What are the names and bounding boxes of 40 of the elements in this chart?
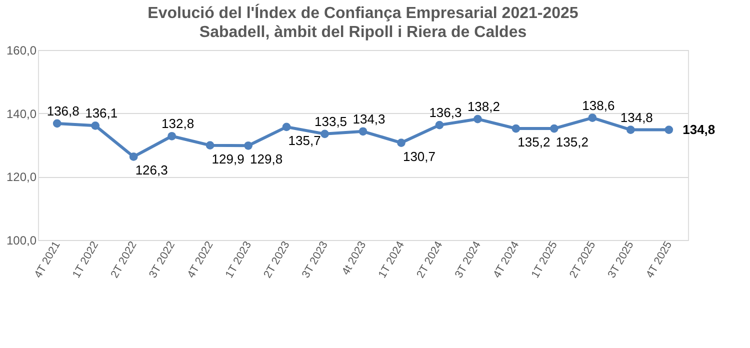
data-label: 136,3	[429, 105, 462, 120]
data-label: 130,7	[402, 148, 436, 164]
point	[320, 130, 329, 138]
point	[129, 152, 138, 161]
y-tick-label: 120,0	[6, 170, 37, 184]
point	[474, 114, 482, 124]
data-label: 132,8	[162, 116, 194, 132]
data-label: 136,8	[46, 103, 80, 118]
data-label: 136,1	[85, 106, 118, 121]
point	[358, 127, 368, 136]
y-tick-label: 160,0	[6, 44, 37, 58]
point	[397, 138, 406, 147]
point	[52, 119, 62, 128]
data-label: 133,5	[314, 114, 348, 129]
data-label: 138,6	[582, 98, 615, 113]
data-label: 134,8	[682, 122, 716, 137]
point	[168, 132, 176, 140]
data-label: 134,8	[620, 110, 653, 125]
y-tick-label: 140,0	[6, 106, 37, 121]
y-tick-label: 100,0	[6, 234, 37, 248]
point	[626, 126, 635, 134]
data-label: 129,9	[212, 151, 244, 166]
data-label: 135,2	[556, 134, 588, 150]
point	[244, 141, 252, 150]
point	[206, 141, 214, 150]
chart-subtitle: Sabadell, àmbit del Ripoll i Riera de Caldes	[199, 24, 527, 41]
point	[435, 120, 444, 130]
data-label: 129,8	[250, 152, 283, 167]
data-label: 126,3	[135, 162, 168, 178]
point	[664, 126, 674, 134]
data-label: 135,2	[518, 134, 550, 150]
point	[550, 124, 558, 133]
point	[512, 124, 520, 133]
point	[282, 122, 291, 132]
point	[91, 122, 100, 130]
chart-title: Evolució del l'Índex de Confiança Empresarial 2021-2025	[148, 3, 578, 22]
point	[588, 114, 597, 122]
data-label: 134,3	[352, 111, 386, 126]
data-label: 138,2	[467, 99, 500, 114]
data-label: 135,7	[288, 132, 321, 148]
